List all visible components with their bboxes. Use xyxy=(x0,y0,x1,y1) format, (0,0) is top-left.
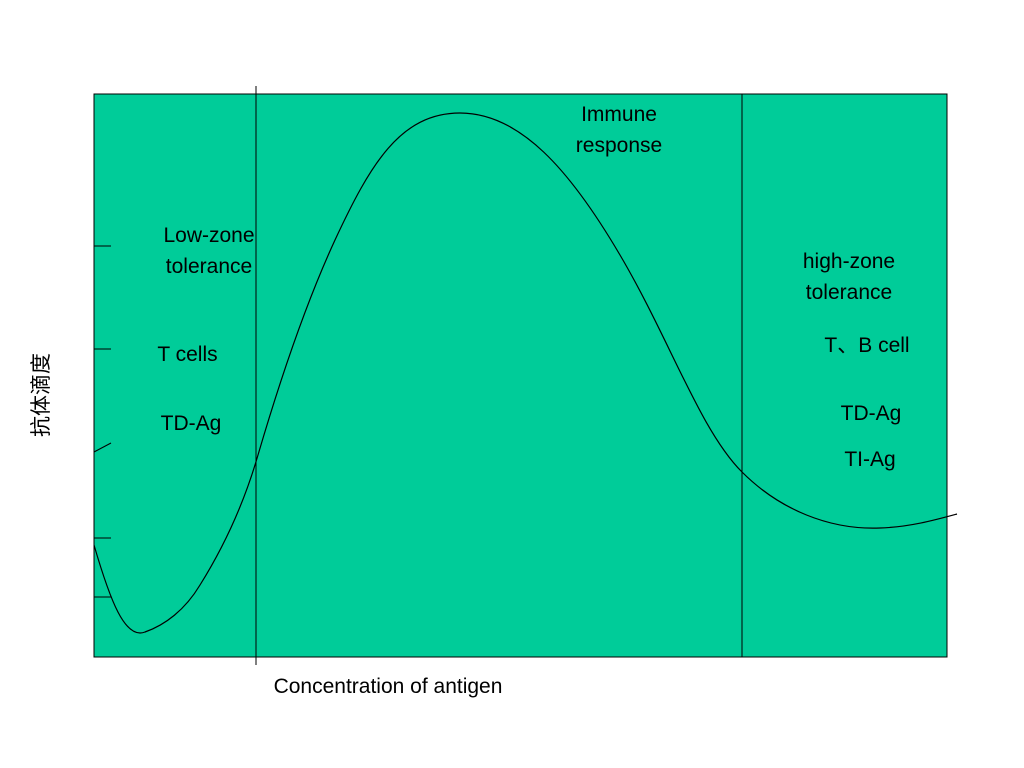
low-zone-title: Low-zone tolerance xyxy=(163,224,255,278)
high-zone-cells: T、B cell xyxy=(824,334,910,357)
low-zone-antigen: TD-Ag xyxy=(160,412,222,435)
response-curve xyxy=(93,112,958,634)
low-zone-cells: T cells xyxy=(157,343,218,366)
high-zone-antigen-ti: TI-Ag xyxy=(844,448,896,471)
high-zone-antigen-td: TD-Ag xyxy=(840,402,902,425)
plot-background xyxy=(93,93,948,658)
immune-response-title: Immune response xyxy=(575,103,663,157)
y-tick xyxy=(93,442,112,453)
high-zone-title: high-zone tolerance xyxy=(802,250,896,304)
x-axis-label: Concentration of antigen xyxy=(273,675,503,698)
